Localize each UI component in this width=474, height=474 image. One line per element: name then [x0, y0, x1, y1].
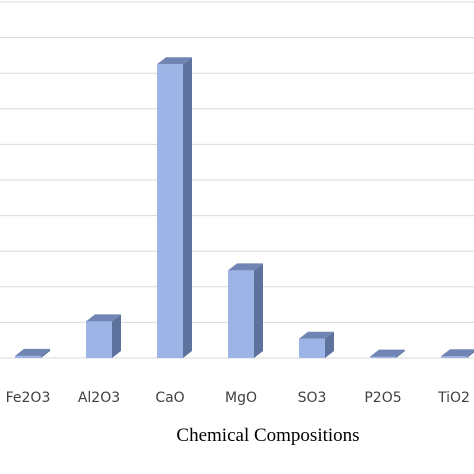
bar-tio2	[441, 349, 474, 358]
bar-front-face	[441, 356, 467, 358]
bar-front-face	[370, 356, 396, 358]
bar-front-face	[15, 355, 41, 358]
x-tick-label: Al2O3	[78, 390, 120, 406]
bar-front-face	[86, 321, 112, 358]
x-tick-label: P2O5	[364, 390, 401, 406]
bar-top-face	[228, 263, 263, 271]
bar-side-face	[183, 57, 192, 359]
bar-side-face	[467, 350, 474, 358]
bar-side-face	[112, 314, 121, 358]
bar-top-face	[86, 314, 121, 322]
x-tick-label: SO3	[298, 390, 327, 406]
x-tick-label: CaO	[155, 390, 184, 406]
bar-front-face	[228, 270, 254, 358]
bar-front-face	[299, 338, 325, 358]
bar-fe2o3	[15, 348, 50, 358]
category-tick-labels: Fe2O3 Al2O3 CaO MgO SO3 P2O5 TiO2	[6, 390, 470, 406]
x-tick-label: MgO	[225, 390, 257, 406]
bars	[15, 57, 474, 359]
bar-al2o3	[86, 314, 121, 358]
gridlines	[0, 1, 474, 359]
bar-mgo	[228, 263, 263, 358]
bar-top-face	[441, 349, 474, 357]
bar-top-face	[370, 349, 405, 357]
bar-front-face	[157, 64, 183, 359]
bar-top-face	[299, 331, 334, 339]
bar-side-face	[254, 263, 263, 358]
x-tick-label: TiO2	[437, 390, 470, 406]
bar-top-face	[157, 57, 192, 65]
bar-cao	[157, 57, 192, 359]
bar-side-face	[396, 349, 405, 358]
bar-p2o5	[370, 349, 405, 358]
bar-side-face	[325, 331, 334, 358]
bar-side-face	[41, 348, 50, 358]
bar-top-face	[15, 348, 50, 356]
x-axis-title: Chemical Compositions	[176, 425, 359, 446]
bar-so3	[299, 331, 334, 358]
x-tick-label: Fe2O3	[6, 390, 51, 406]
